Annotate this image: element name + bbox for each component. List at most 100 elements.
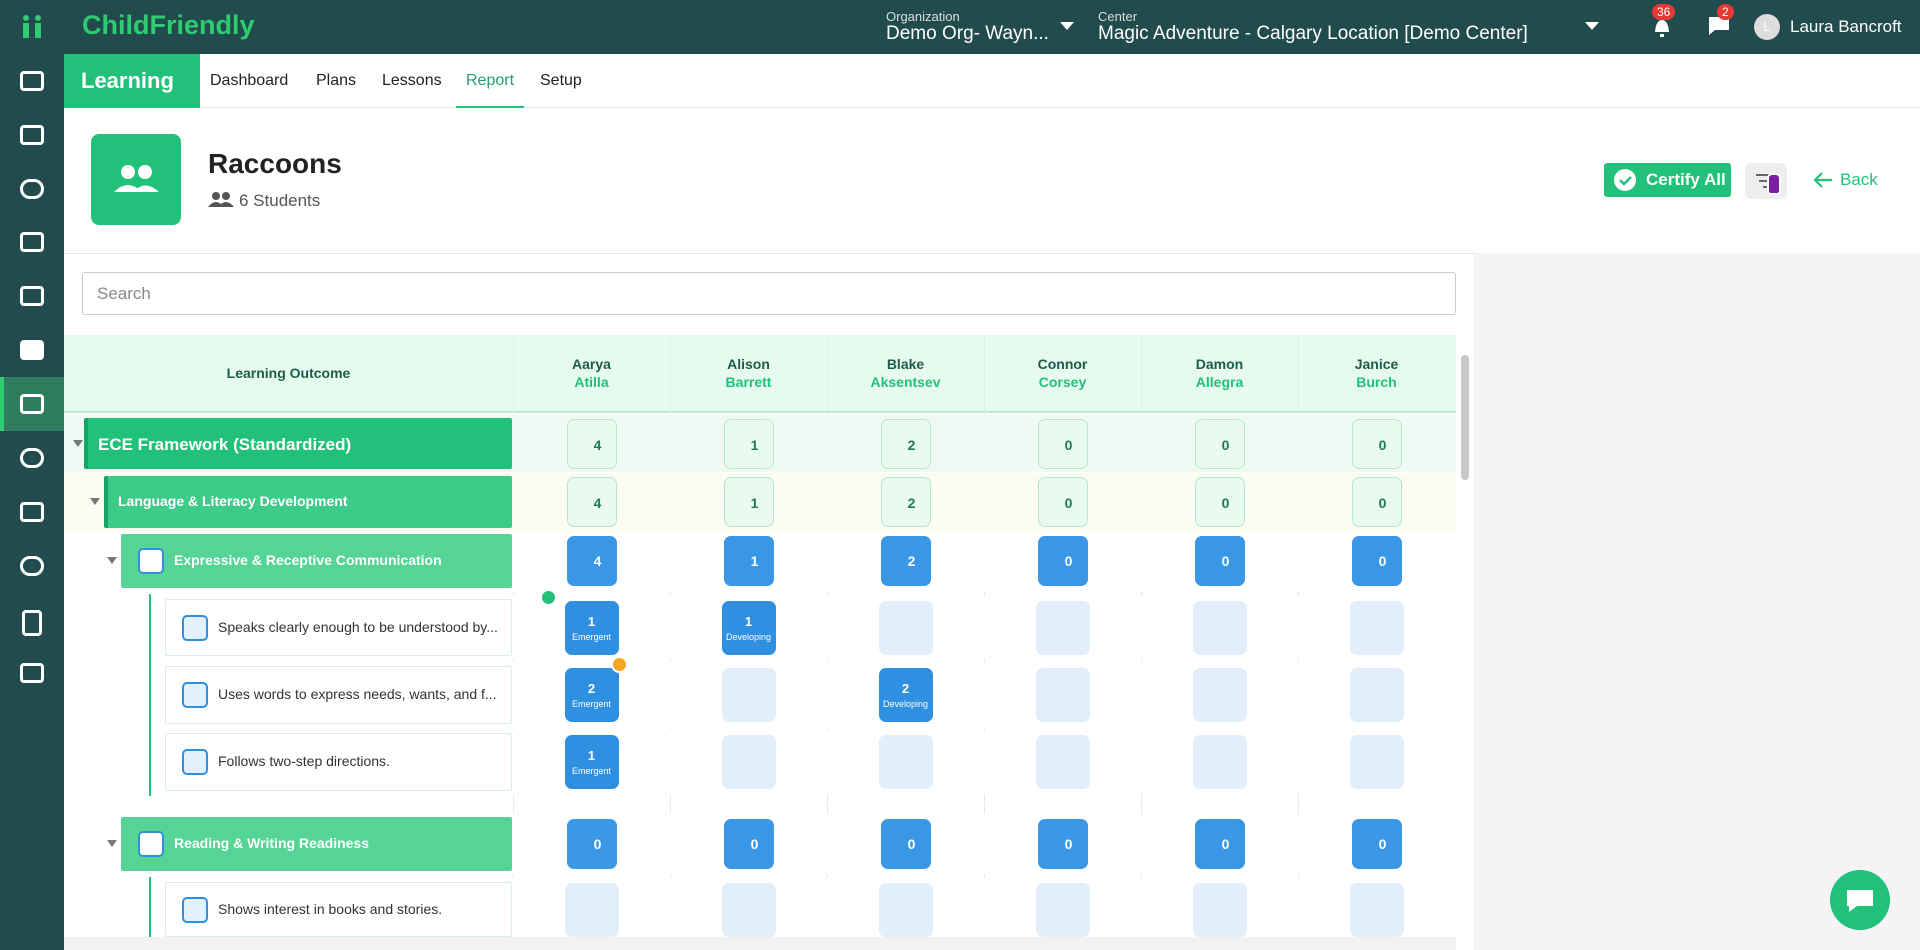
- summary-cell[interactable]: 4: [566, 536, 617, 586]
- summary-cell[interactable]: 0: [1351, 418, 1402, 469]
- sidebar-icon[interactable]: [20, 232, 44, 252]
- empty-cell[interactable]: [721, 882, 776, 937]
- summary-cell[interactable]: 0: [1194, 536, 1245, 586]
- student-last-name: Corsey: [1038, 374, 1087, 390]
- sidebar-icon[interactable]: [20, 502, 44, 522]
- empty-cell[interactable]: [564, 882, 619, 937]
- summary-cell[interactable]: 0: [566, 819, 617, 869]
- empty-cell[interactable]: [1349, 668, 1404, 722]
- empty-cell[interactable]: [721, 735, 776, 789]
- sidebar-icon[interactable]: [20, 394, 44, 414]
- summary-cell[interactable]: 2: [880, 418, 931, 469]
- student-count: 6 Students: [239, 191, 321, 210]
- sidebar-icon[interactable]: [20, 71, 44, 91]
- bell-icon[interactable]: [1652, 16, 1672, 38]
- empty-cell[interactable]: [1192, 882, 1247, 937]
- sidebar-icon[interactable]: [20, 556, 44, 576]
- outcome-row[interactable]: [121, 534, 512, 588]
- summary-cell[interactable]: 2: [880, 477, 931, 527]
- org-value[interactable]: Demo Org- Wayn...: [886, 23, 1049, 44]
- horizontal-scrollbar[interactable]: [64, 937, 1456, 950]
- summary-cell[interactable]: 1: [723, 477, 774, 527]
- summary-cell[interactable]: 2: [880, 536, 931, 586]
- back-arrow[interactable]: [1813, 171, 1833, 189]
- outcome-row[interactable]: [104, 476, 512, 528]
- summary-cell[interactable]: 1: [723, 418, 774, 469]
- summary-cell[interactable]: 0: [1351, 819, 1402, 869]
- nav-tab[interactable]: Lessons: [382, 72, 442, 89]
- expand-arrow[interactable]: [73, 439, 83, 448]
- vertical-scrollbar[interactable]: [1461, 355, 1469, 480]
- back-link[interactable]: Back: [1840, 170, 1878, 189]
- empty-cell[interactable]: [721, 668, 776, 722]
- summary-cell[interactable]: 0: [1351, 477, 1402, 527]
- expand-arrow[interactable]: [107, 840, 117, 848]
- empty-cell[interactable]: [1349, 735, 1404, 789]
- sidebar-icon[interactable]: [20, 179, 44, 199]
- expand-arrow[interactable]: [107, 557, 117, 565]
- nav-tab[interactable]: Report: [456, 54, 525, 108]
- chat-icon[interactable]: [1708, 16, 1730, 36]
- nav-tab[interactable]: Dashboard: [210, 72, 289, 89]
- dropdown-arrow[interactable]: [1585, 22, 1599, 30]
- observation-cell[interactable]: 2 Developing: [878, 668, 933, 722]
- avatar[interactable]: L: [1754, 14, 1780, 40]
- summary-cell[interactable]: 0: [1037, 477, 1088, 527]
- chat-button[interactable]: [1830, 870, 1890, 930]
- student-first-name: Alison: [727, 356, 770, 372]
- nav-tab[interactable]: Plans: [316, 72, 357, 89]
- nav-tab[interactable]: Setup: [540, 72, 582, 89]
- sidebar-icon[interactable]: [20, 286, 44, 306]
- empty-cell[interactable]: [1192, 600, 1247, 655]
- summary-cell[interactable]: 0: [1351, 536, 1402, 586]
- sidebar-active[interactable]: [0, 377, 64, 431]
- search-input[interactable]: Search: [82, 272, 1456, 315]
- empty-cell[interactable]: [1192, 735, 1247, 789]
- summary-cell[interactable]: 0: [880, 819, 931, 869]
- observation-cell[interactable]: 1 Emergent: [564, 735, 619, 789]
- outcome-row[interactable]: [84, 418, 512, 469]
- empty-cell[interactable]: [1035, 735, 1090, 789]
- observation-cell[interactable]: 2 Emergent: [564, 668, 619, 722]
- org-label: Organization: [886, 9, 960, 24]
- outcome-row[interactable]: [165, 666, 512, 724]
- sidebar-icon[interactable]: [20, 340, 44, 360]
- summary-cell[interactable]: 0: [1037, 536, 1088, 586]
- brand[interactable]: ChildFriendly: [82, 10, 255, 40]
- outcome-row[interactable]: [121, 817, 512, 871]
- summary-cell[interactable]: 1: [723, 536, 774, 586]
- summary-cell[interactable]: 0: [723, 819, 774, 869]
- empty-cell[interactable]: [878, 600, 933, 655]
- sidebar-icon[interactable]: [20, 125, 44, 145]
- summary-cell[interactable]: 0: [1037, 418, 1088, 469]
- empty-cell[interactable]: [1035, 600, 1090, 655]
- section-label[interactable]: Learning: [64, 54, 200, 108]
- empty-cell[interactable]: [878, 735, 933, 789]
- outcome-row[interactable]: [165, 882, 512, 937]
- empty-cell[interactable]: [1192, 668, 1247, 722]
- dropdown-arrow[interactable]: [1060, 22, 1074, 30]
- summary-cell[interactable]: 4: [566, 418, 617, 469]
- empty-cell[interactable]: [1035, 668, 1090, 722]
- sidebar-icon[interactable]: [22, 610, 42, 636]
- outcome-row[interactable]: [165, 733, 512, 791]
- observation-cell[interactable]: 1 Developing: [721, 600, 776, 655]
- empty-cell[interactable]: [1349, 882, 1404, 937]
- app-logo[interactable]: [20, 14, 44, 40]
- center-value[interactable]: Magic Adventure - Calgary Location [Demo…: [1098, 23, 1528, 44]
- outcome-row[interactable]: [165, 599, 512, 656]
- sidebar-icon[interactable]: [20, 448, 44, 468]
- summary-cell[interactable]: 0: [1037, 819, 1088, 869]
- user-name[interactable]: Laura Bancroft: [1790, 17, 1902, 36]
- observation-cell[interactable]: 1 Emergent: [564, 600, 619, 655]
- summary-cell[interactable]: 0: [1194, 819, 1245, 869]
- expand-arrow[interactable]: [90, 498, 100, 506]
- empty-cell[interactable]: [1035, 882, 1090, 937]
- summary-cell[interactable]: 4: [566, 477, 617, 527]
- table-header: [64, 335, 1456, 413]
- empty-cell[interactable]: [1349, 600, 1404, 655]
- sidebar-icon[interactable]: [20, 663, 44, 683]
- summary-cell[interactable]: 0: [1194, 418, 1245, 469]
- summary-cell[interactable]: 0: [1194, 477, 1245, 527]
- empty-cell[interactable]: [878, 882, 933, 937]
